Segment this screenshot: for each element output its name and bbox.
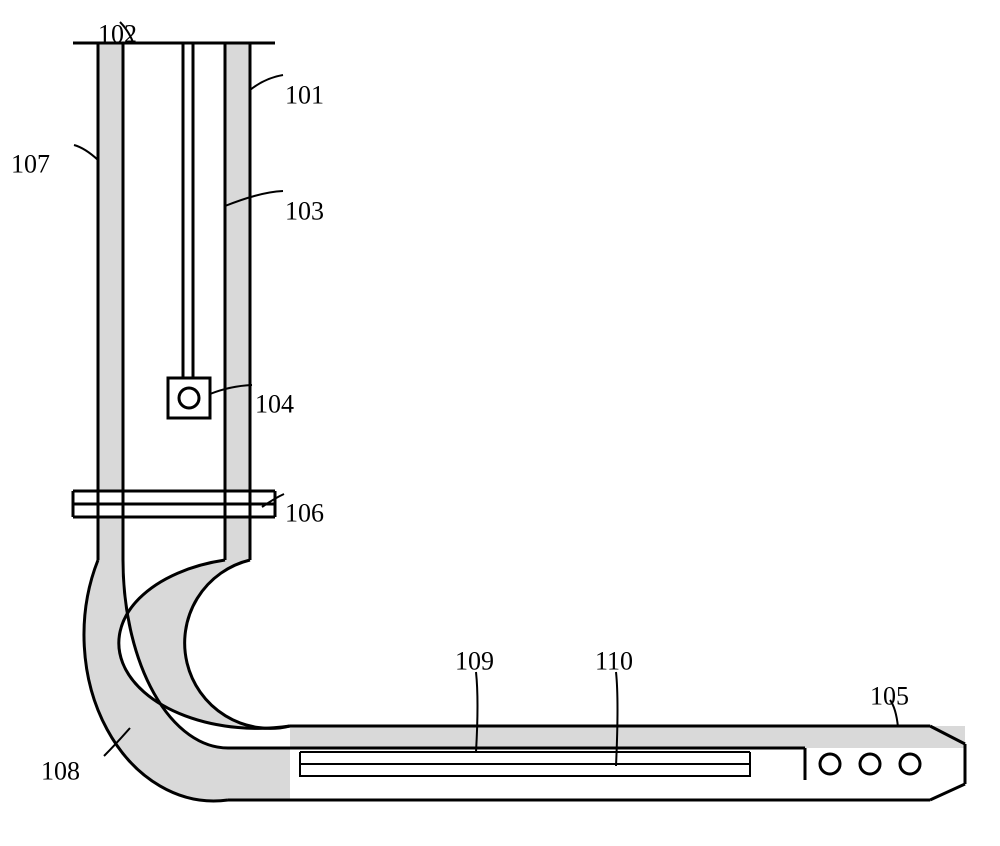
ref-label-102: 102 xyxy=(98,20,137,49)
ref-label-105: 105 xyxy=(870,682,909,711)
ref-label-109: 109 xyxy=(455,647,494,676)
ref-label-106: 106 xyxy=(285,499,324,528)
wellbore-diagram: 101 102 103 104 105 106 107 108 109 110 xyxy=(0,0,1000,846)
ref-label-104: 104 xyxy=(255,390,294,419)
ref-label-107: 107 xyxy=(11,150,50,179)
ref-label-101: 101 xyxy=(285,81,324,110)
ref-label-108: 108 xyxy=(41,757,80,786)
ref-label-103: 103 xyxy=(285,197,324,226)
ref-label-110: 110 xyxy=(595,647,633,676)
